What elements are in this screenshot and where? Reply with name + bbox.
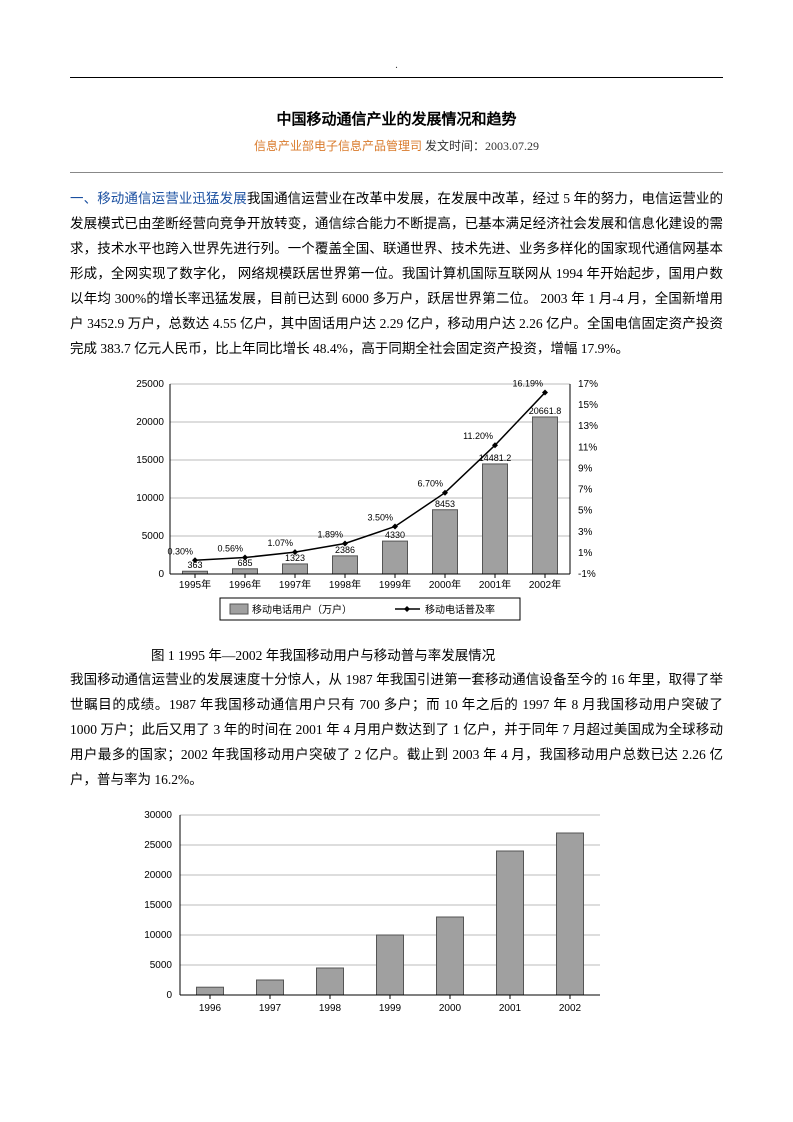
chart-2: 0 5000 10000 15000 20000 25000 30000 1996 1997 19… (110, 805, 630, 1035)
title-separator (70, 172, 723, 173)
svg-text:0: 0 (166, 990, 172, 1001)
svg-text:1997年: 1997年 (279, 578, 311, 591)
svg-text:1%: 1% (578, 548, 593, 559)
svg-text:移动电话普及率: 移动电话普及率 (425, 603, 495, 616)
section-1-heading: 一、移动通信运营业迅猛发展 (70, 191, 247, 206)
document-time: 发文时间：2003.07.29 (425, 139, 539, 153)
svg-text:-1%: -1% (578, 569, 596, 580)
svg-text:10000: 10000 (144, 930, 172, 941)
svg-text:1.89%: 1.89% (317, 529, 343, 539)
svg-text:17%: 17% (578, 379, 598, 390)
top-rule (70, 77, 723, 78)
svg-text:0.30%: 0.30% (167, 546, 193, 556)
svg-text:5000: 5000 (150, 960, 173, 971)
svg-text:2000: 2000 (439, 1003, 462, 1014)
svg-text:9%: 9% (578, 463, 593, 474)
svg-text:10000: 10000 (136, 493, 164, 504)
svg-text:7%: 7% (578, 484, 593, 495)
svg-text:25000: 25000 (136, 379, 164, 390)
svg-text:1999: 1999 (379, 1003, 402, 1014)
svg-text:13%: 13% (578, 421, 598, 432)
chart-1-container: 0 5000 10000 15000 20000 25000 -1% 1% 3% 5% 7% 9% 11… (110, 374, 723, 634)
svg-text:11%: 11% (578, 442, 597, 453)
document-source: 信息产业部电子信息产品管理司 (254, 139, 422, 153)
svg-text:5%: 5% (578, 505, 593, 516)
svg-text:15000: 15000 (136, 455, 164, 466)
svg-text:20661.8: 20661.8 (529, 406, 562, 416)
chart-2-container: 0 5000 10000 15000 20000 25000 30000 1996 1997 19… (110, 805, 723, 1035)
svg-text:2001年: 2001年 (479, 578, 511, 591)
svg-text:1997: 1997 (259, 1003, 282, 1014)
figure-1-caption: 图 1 1995 年—2002 年我国移动用户与移动普与率发展情况 (70, 644, 723, 664)
document-title: 中国移动通信产业的发展情况和趋势 (70, 108, 723, 129)
svg-text:0.56%: 0.56% (217, 543, 243, 553)
svg-text:1.07%: 1.07% (267, 538, 293, 548)
svg-text:3%: 3% (578, 527, 593, 538)
svg-text:1995年: 1995年 (179, 578, 211, 591)
svg-text:4330: 4330 (385, 530, 405, 540)
svg-text:30000: 30000 (144, 810, 172, 821)
chart-1: 0 5000 10000 15000 20000 25000 -1% 1% 3% 5% 7% 9% 11… (110, 374, 630, 634)
svg-text:15000: 15000 (144, 900, 172, 911)
svg-text:16.19%: 16.19% (512, 378, 543, 388)
section-1-body: 我国通信运营业在改革中发展，在发展中改革，经过 5 年的努力，电信运营业的发展模… (70, 191, 723, 356)
svg-text:3.50%: 3.50% (367, 512, 393, 522)
svg-text:11.20%: 11.20% (463, 431, 493, 441)
svg-text:20000: 20000 (136, 417, 164, 428)
svg-text:2000年: 2000年 (429, 578, 461, 591)
svg-text:1999年: 1999年 (379, 578, 411, 591)
svg-text:0: 0 (158, 569, 164, 580)
svg-text:1996: 1996 (199, 1003, 222, 1014)
svg-text:14481.2: 14481.2 (479, 453, 512, 463)
paragraph-2: 我国移动通信运营业的发展速度十分惊人，从 1987 年我国引进第一套移动通信设备… (70, 668, 723, 793)
svg-text:1998: 1998 (319, 1003, 342, 1014)
page-header-dot: . (70, 60, 723, 71)
svg-text:15%: 15% (578, 400, 598, 411)
document-meta: 信息产业部电子信息产品管理司 发文时间：2003.07.29 (70, 137, 723, 154)
svg-text:20000: 20000 (144, 870, 172, 881)
svg-text:2002: 2002 (559, 1003, 582, 1014)
svg-text:2001: 2001 (499, 1003, 522, 1014)
svg-text:8453: 8453 (435, 499, 455, 509)
svg-text:25000: 25000 (144, 840, 172, 851)
section-1-paragraph: 一、移动通信运营业迅猛发展我国通信运营业在改革中发展，在发展中改革，经过 5 年… (70, 187, 723, 362)
svg-text:移动电话用户（万户）: 移动电话用户（万户） (252, 603, 352, 616)
svg-text:1998年: 1998年 (329, 578, 361, 591)
svg-text:1996年: 1996年 (229, 578, 261, 591)
svg-text:5000: 5000 (142, 531, 165, 542)
svg-text:2002年: 2002年 (529, 578, 561, 591)
svg-text:6.70%: 6.70% (417, 479, 443, 489)
